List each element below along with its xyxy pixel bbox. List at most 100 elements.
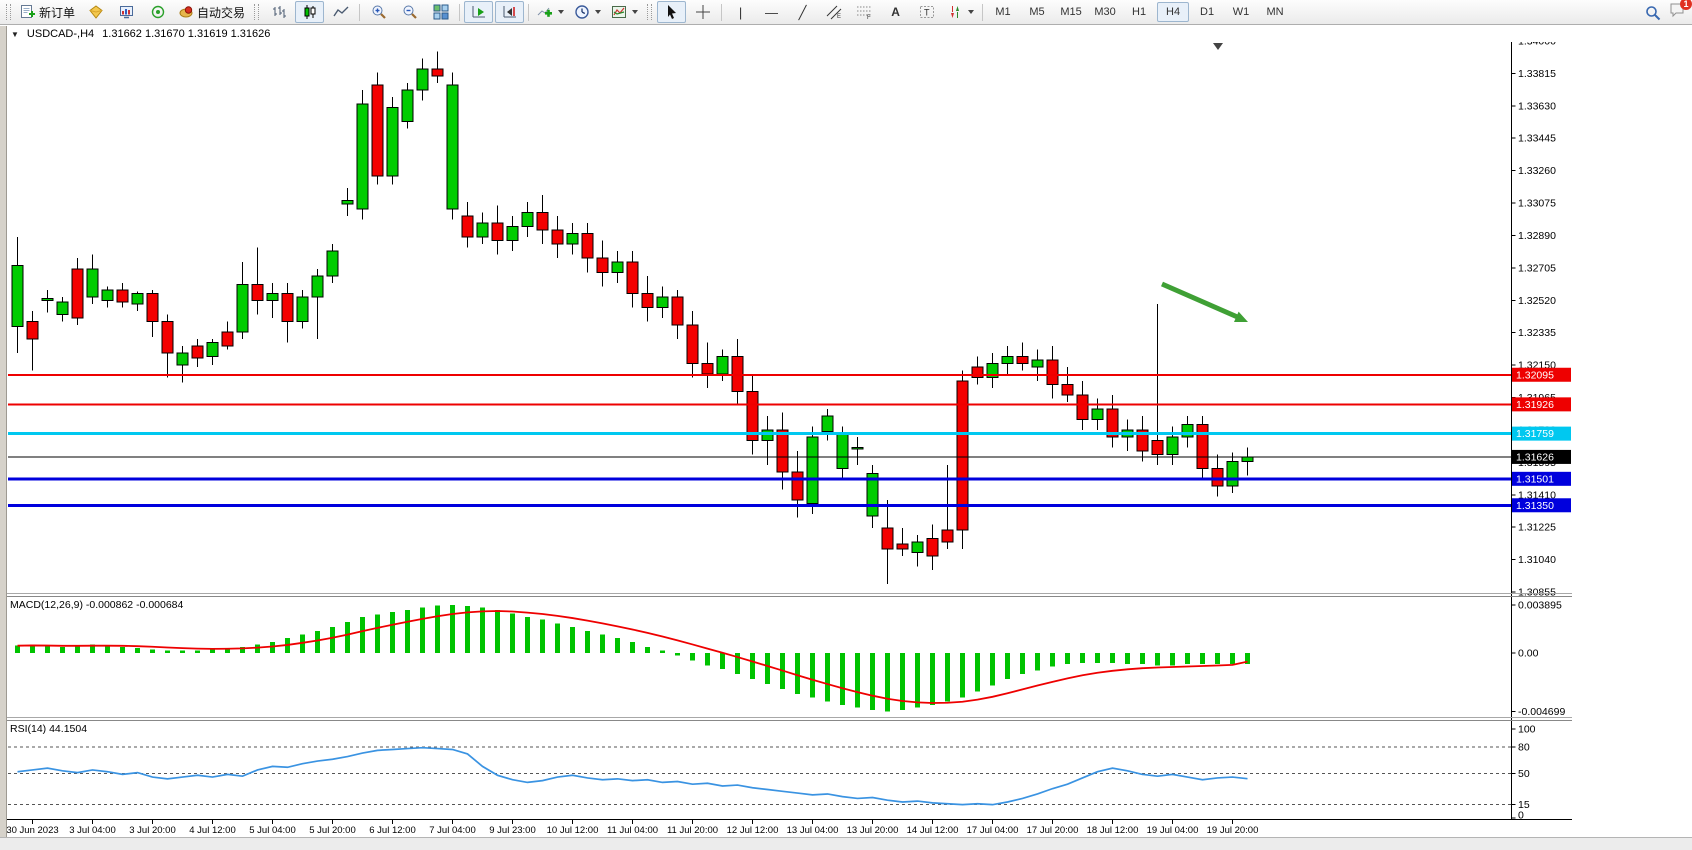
chart-shift-icon: [503, 6, 516, 18]
svg-text:12 Jul 12:00: 12 Jul 12:00: [727, 825, 779, 836]
indicators-icon: [537, 7, 553, 17]
tile-windows-button[interactable]: [426, 1, 455, 23]
svg-text:3 Jul 04:00: 3 Jul 04:00: [69, 825, 115, 836]
svg-text:F: F: [867, 15, 871, 20]
signal-icon: [151, 5, 164, 19]
toolbar-grip: [647, 4, 653, 20]
autotrading-button[interactable]: 自动交易: [174, 1, 249, 23]
svg-text:1.32520: 1.32520: [1518, 295, 1556, 307]
bar-chart-button[interactable]: [264, 1, 293, 23]
svg-text:3 Jul 20:00: 3 Jul 20:00: [129, 825, 175, 836]
candlestick-chart-button[interactable]: [295, 1, 325, 23]
svg-text:T: T: [924, 8, 930, 18]
periods-button[interactable]: [570, 1, 605, 23]
timeframe-button-m1[interactable]: M1: [995, 6, 1011, 18]
line-chart-button[interactable]: [326, 1, 355, 23]
zoom-out-button[interactable]: [395, 1, 424, 23]
svg-text:0.00: 0.00: [1518, 648, 1539, 660]
svg-text:14 Jul 12:00: 14 Jul 12:00: [907, 825, 959, 836]
svg-text:15: 15: [1518, 799, 1530, 811]
text-button[interactable]: A: [881, 1, 910, 23]
chevron-down-icon: [558, 10, 565, 14]
channel-button[interactable]: E: [819, 1, 848, 23]
svg-text:80: 80: [1518, 741, 1530, 753]
timeframe-button-mn[interactable]: MN: [1266, 6, 1284, 18]
horizontal-line-icon: —: [765, 4, 779, 20]
svg-text:13 Jul 04:00: 13 Jul 04:00: [787, 825, 839, 836]
chart-shift-marker: [1213, 43, 1223, 50]
zoom-in-button[interactable]: [364, 1, 393, 23]
chart-shift-button[interactable]: [495, 1, 525, 23]
svg-text:5 Jul 20:00: 5 Jul 20:00: [309, 825, 355, 836]
market-watch-button[interactable]: [112, 1, 141, 23]
autotrading-label: 自动交易: [197, 5, 246, 20]
timeframe-button-d1[interactable]: D1: [1200, 6, 1215, 18]
svg-text:1.31350: 1.31350: [1516, 500, 1554, 512]
timeframe-button-w1[interactable]: W1: [1232, 6, 1250, 18]
new-order-label: 新订单: [39, 5, 76, 20]
svg-text:1.33815: 1.33815: [1518, 68, 1556, 80]
svg-text:19 Jul 04:00: 19 Jul 04:00: [1147, 825, 1199, 836]
svg-text:0: 0: [1518, 810, 1524, 822]
line-chart-icon: [332, 6, 349, 17]
toolbar: 新订单 自动交易: [0, 0, 1692, 25]
symbol-period-label: USDCAD-,H4: [26, 28, 95, 40]
svg-text:1.31501: 1.31501: [1516, 473, 1554, 485]
autotrading-icon: [179, 6, 193, 18]
symbol-dropdown-icon: ▼: [11, 29, 19, 39]
indicators-button[interactable]: [533, 1, 568, 23]
zoom-out-icon: [403, 5, 417, 19]
auto-scroll-button[interactable]: [464, 1, 494, 23]
chat-button[interactable]: 1: [1669, 0, 1692, 23]
horizontal-line-button[interactable]: —: [757, 1, 786, 23]
timeframe-button-m30[interactable]: M30: [1094, 6, 1116, 18]
svg-text:9 Jul 23:00: 9 Jul 23:00: [489, 825, 535, 836]
crosshair-button[interactable]: [688, 1, 717, 23]
shapes-button[interactable]: [943, 1, 978, 23]
toolbar-separator: [459, 3, 461, 21]
channel-icon: E: [826, 5, 841, 20]
svg-text:6 Jul 12:00: 6 Jul 12:00: [369, 825, 415, 836]
signal-button[interactable]: [143, 1, 172, 23]
candlestick-chart-icon: [304, 5, 316, 19]
crosshair-icon: [695, 5, 710, 19]
bar-chart-icon: [272, 6, 286, 18]
templates-button[interactable]: [607, 1, 642, 23]
text-icon: A: [891, 5, 900, 19]
search-icon[interactable]: [1645, 5, 1661, 21]
svg-text:1.33445: 1.33445: [1518, 133, 1556, 145]
toolbar-separator: [528, 3, 530, 21]
timeframe-button-h1[interactable]: H1: [1132, 6, 1147, 18]
chevron-down-icon: [632, 10, 639, 14]
toolbar-grip: [254, 4, 260, 20]
svg-text:17 Jul 04:00: 17 Jul 04:00: [967, 825, 1019, 836]
toolbar-separator: [359, 3, 361, 21]
vertical-line-button[interactable]: |: [726, 1, 755, 23]
timeframe-button-m15[interactable]: M15: [1060, 6, 1082, 18]
new-order-button[interactable]: 新订单: [16, 1, 79, 23]
fibonacci-icon: F: [856, 6, 871, 20]
trendline-button[interactable]: ╱: [788, 1, 817, 23]
zoom-in-icon: [372, 5, 386, 19]
svg-text:1.32095: 1.32095: [1516, 369, 1554, 381]
svg-text:1.33075: 1.33075: [1518, 198, 1556, 210]
fibonacci-button[interactable]: F: [850, 1, 879, 23]
svg-text:13 Jul 20:00: 13 Jul 20:00: [847, 825, 899, 836]
svg-text:18 Jul 12:00: 18 Jul 12:00: [1087, 825, 1139, 836]
svg-text:1.31040: 1.31040: [1518, 554, 1556, 566]
svg-text:1.32705: 1.32705: [1518, 262, 1556, 274]
svg-text:1.31759: 1.31759: [1516, 428, 1554, 440]
macd-label: MACD(12,26,9) -0.000862 -0.000684: [10, 599, 184, 611]
svg-text:1.32335: 1.32335: [1518, 327, 1556, 339]
data-window-icon: [88, 5, 103, 19]
text-label-button[interactable]: T: [912, 1, 941, 23]
timeframe-button-h4[interactable]: H4: [1157, 2, 1190, 22]
timeframe-button-m5[interactable]: M5: [1029, 6, 1045, 18]
data-window-button[interactable]: [81, 1, 110, 23]
cursor-button[interactable]: [657, 1, 687, 23]
svg-text:5 Jul 04:00: 5 Jul 04:00: [249, 825, 295, 836]
chevron-down-icon: [968, 10, 975, 14]
notification-badge: 1: [1680, 0, 1692, 10]
svg-text:50: 50: [1518, 768, 1530, 780]
